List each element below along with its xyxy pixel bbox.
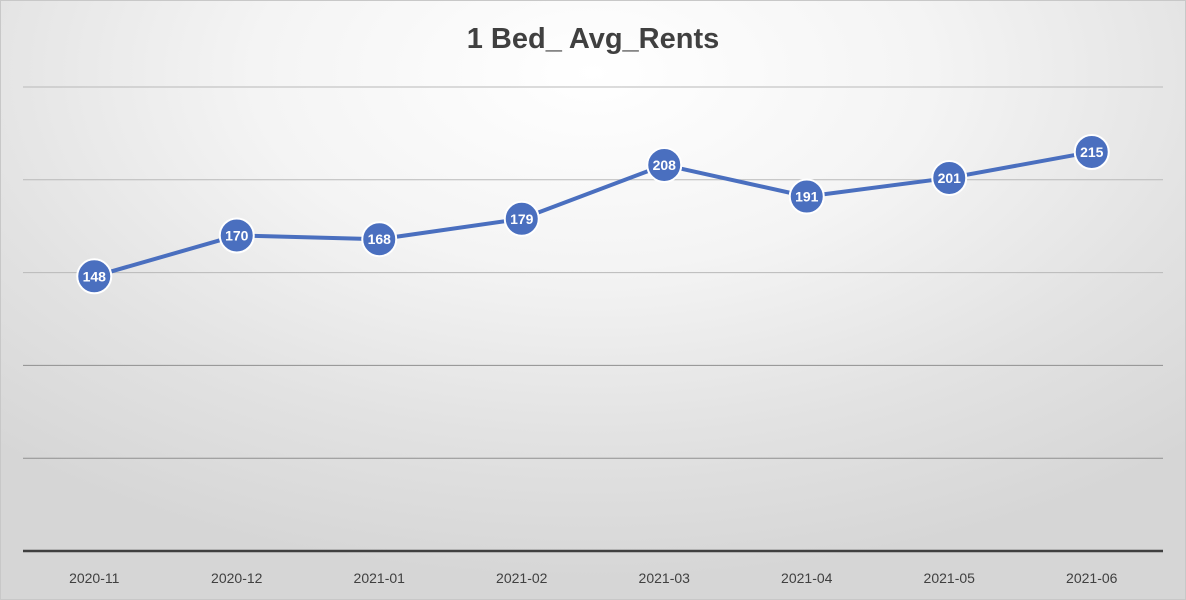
data-label: 215 xyxy=(1080,144,1104,160)
data-point xyxy=(218,217,255,254)
data-label: 170 xyxy=(225,227,249,243)
data-label: 168 xyxy=(368,231,392,247)
data-label: 191 xyxy=(795,189,819,205)
gridlines xyxy=(23,86,1163,459)
series-layer: 148 170 168 179 208 191 201 215 xyxy=(76,133,1110,295)
x-tick-label: 2020-12 xyxy=(211,570,263,586)
data-label: 208 xyxy=(653,157,677,173)
x-axis-ticks: 2020-11 2020-12 2021-01 2021-02 2021-03 2021-… xyxy=(69,570,1118,586)
data-label: 201 xyxy=(938,170,962,186)
data-label: 179 xyxy=(510,211,534,227)
data-point xyxy=(76,258,113,295)
x-tick-label: 2021-06 xyxy=(1066,570,1118,586)
data-point xyxy=(788,178,825,215)
data-point xyxy=(361,221,398,258)
data-point xyxy=(1073,133,1110,170)
x-tick-label: 2020-11 xyxy=(69,570,120,586)
data-label: 148 xyxy=(83,268,107,284)
chart-title: 1 Bed_ Avg_Rents xyxy=(466,23,720,55)
x-tick-label: 2021-05 xyxy=(924,570,976,586)
x-tick-label: 2021-02 xyxy=(496,570,548,586)
x-tick-label: 2021-03 xyxy=(639,570,691,586)
data-point xyxy=(503,200,540,237)
x-tick-label: 2021-01 xyxy=(354,570,406,586)
data-point xyxy=(646,146,683,183)
data-point xyxy=(931,159,968,196)
x-tick-label: 2021-04 xyxy=(781,570,833,586)
series-line xyxy=(92,149,1094,279)
